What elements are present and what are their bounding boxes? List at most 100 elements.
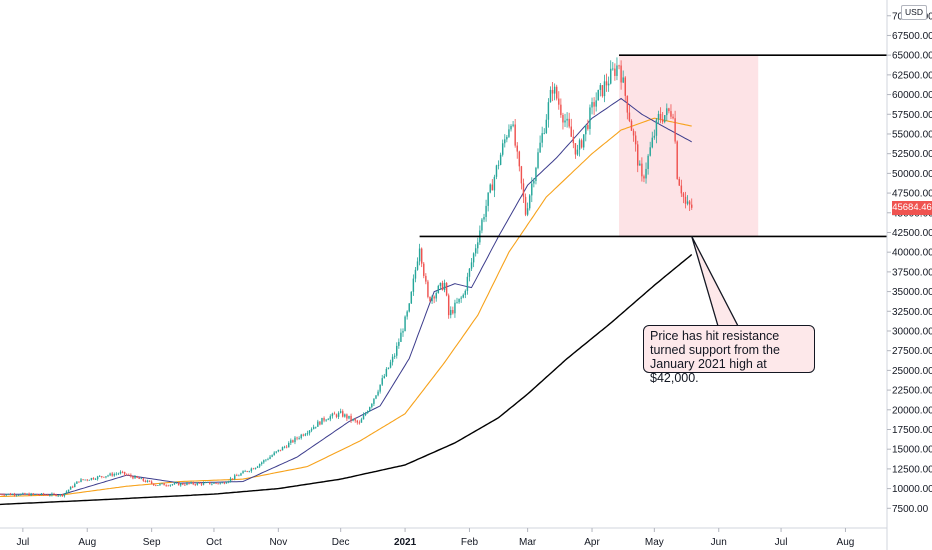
candle-body xyxy=(115,473,118,475)
candle-body xyxy=(555,86,558,99)
candle-body xyxy=(524,196,527,215)
candle-body xyxy=(553,86,556,94)
candle-body xyxy=(304,434,307,436)
candle-body xyxy=(333,413,336,415)
candle-body xyxy=(175,482,178,484)
x-tick-label: Jul xyxy=(16,537,29,548)
candle-body xyxy=(528,195,531,209)
candle-body xyxy=(40,493,43,495)
candle-body xyxy=(30,493,32,496)
candle-body xyxy=(80,479,82,483)
y-axis[interactable]: 7500.00 10000.00 12500.00 15000.00 17500.00 2… xyxy=(886,0,932,550)
candle-body xyxy=(234,475,236,479)
candle-body xyxy=(227,481,230,483)
candle-body xyxy=(398,341,400,346)
y-tick-label: 65000.00 xyxy=(892,51,932,62)
candle-body xyxy=(317,421,319,427)
candle-body xyxy=(215,482,217,484)
candle-body xyxy=(3,494,5,496)
candle-body xyxy=(441,282,444,291)
x-tick-label: Aug xyxy=(78,537,96,548)
candle-body xyxy=(501,143,504,155)
candle-body xyxy=(402,331,404,333)
candle-body xyxy=(96,476,99,480)
candle-body xyxy=(325,419,327,421)
y-tick-label: 40000.00 xyxy=(892,248,932,259)
candle-body xyxy=(246,471,248,472)
candle-body xyxy=(261,462,263,465)
annotation-pointer-layer xyxy=(691,236,740,327)
candle-body xyxy=(225,482,228,484)
y-tick-label: 47500.00 xyxy=(892,189,932,200)
currency-badge[interactable]: USD xyxy=(901,5,927,20)
candle-body xyxy=(634,135,637,145)
candle-body xyxy=(113,474,115,476)
candle-body xyxy=(537,152,539,168)
candle-body xyxy=(410,291,413,304)
candle-body xyxy=(15,495,18,497)
candle-body xyxy=(375,395,377,399)
y-tick-label: 12500.00 xyxy=(892,464,932,475)
candle-body xyxy=(0,494,1,495)
candle-body xyxy=(612,68,614,70)
candle-body xyxy=(283,446,286,448)
candle-body xyxy=(92,477,95,480)
candle-body xyxy=(366,411,369,414)
candle-body xyxy=(254,467,257,470)
candle-body xyxy=(111,473,113,476)
x-tick-label: Mar xyxy=(519,537,537,548)
y-tick-label: 67500.00 xyxy=(892,31,932,42)
candle-body xyxy=(543,132,545,134)
candle-body xyxy=(381,378,383,385)
x-tick-label: Nov xyxy=(269,537,287,548)
candle-body xyxy=(44,494,47,496)
candle-body xyxy=(159,483,161,486)
candle-body xyxy=(86,479,88,481)
candle-body xyxy=(574,143,577,155)
candle-body xyxy=(545,119,548,133)
candle-body xyxy=(445,282,448,296)
y-tick-label: 10000.00 xyxy=(892,484,932,495)
candle-body xyxy=(518,151,521,167)
candle-body xyxy=(485,205,487,217)
candle-body xyxy=(65,491,68,494)
candle-body xyxy=(134,476,136,479)
candle-body xyxy=(5,494,7,496)
candle-body xyxy=(109,473,111,476)
candle-body xyxy=(591,102,593,108)
candle-body xyxy=(483,216,485,220)
candle-body xyxy=(315,426,317,428)
candle-body xyxy=(599,85,602,90)
candle-body xyxy=(132,476,134,479)
candle-body xyxy=(549,89,552,103)
candle-body xyxy=(472,253,475,263)
candle-body xyxy=(670,111,672,117)
candle-body xyxy=(321,417,323,425)
candle-body xyxy=(416,261,419,270)
x-axis[interactable]: Jul Aug Sep Oct Nov Dec 2021 Feb Mar Apr May Jun Jul… xyxy=(0,527,887,548)
candle-body xyxy=(570,126,572,137)
candle-body xyxy=(177,482,180,486)
candle-body xyxy=(645,168,647,179)
candle-body xyxy=(493,176,496,191)
candle-body xyxy=(219,482,221,484)
candle-body xyxy=(55,494,57,497)
candle-body xyxy=(244,471,246,472)
candle-body xyxy=(531,183,533,196)
candle-body xyxy=(186,483,188,485)
candle-body xyxy=(202,482,205,485)
candle-body xyxy=(78,481,80,483)
candle-body xyxy=(198,482,201,484)
candle-body xyxy=(429,296,431,302)
annotation-callout[interactable]: Price has hit resistance turned support … xyxy=(643,325,815,385)
candle-body xyxy=(437,285,440,294)
candle-body xyxy=(342,411,344,417)
y-tick-label: 42500.00 xyxy=(892,228,932,239)
candle-body xyxy=(603,81,606,97)
candle-body xyxy=(566,118,568,121)
candle-body xyxy=(651,137,653,148)
candle-body xyxy=(636,144,639,166)
candle-body xyxy=(360,419,363,423)
candle-body xyxy=(26,493,28,495)
